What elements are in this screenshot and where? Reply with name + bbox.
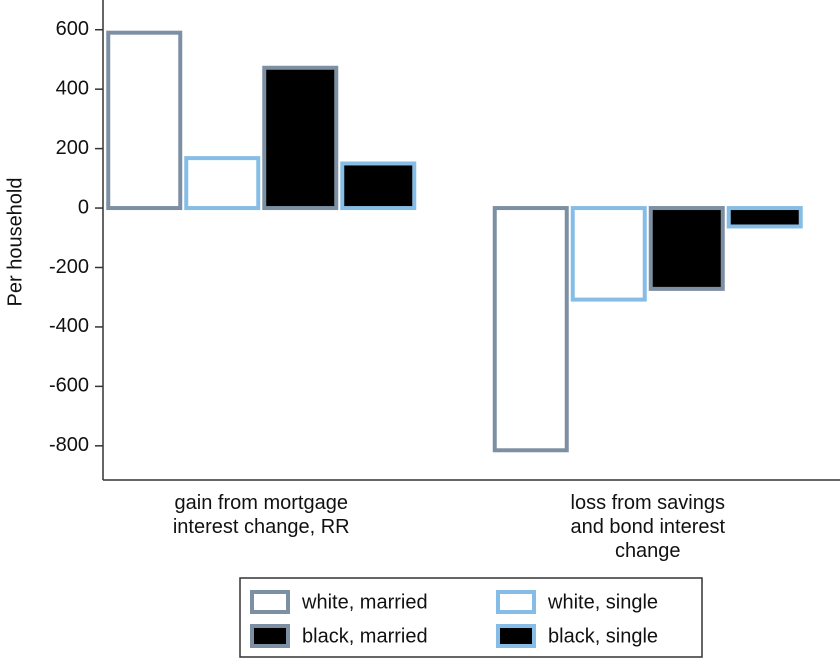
y-axis-title: Per household [4,178,26,307]
y-tick-label: -400 [49,315,89,337]
bar [340,161,417,211]
bar [106,30,183,211]
legend-swatch [496,624,536,648]
y-tick-label: 0 [78,196,89,218]
legend-swatch [496,590,536,614]
legend-swatch [250,624,290,648]
legend-label: black, single [548,625,658,647]
legend-label: black, married [302,625,428,647]
bar [262,65,339,211]
y-tick-label: 200 [56,137,89,159]
y-tick-label: -200 [49,256,89,278]
legend-label: white, single [547,591,658,613]
bar [648,206,725,291]
y-tick-label: -600 [49,375,89,397]
x-tick-label: loss from savings and bond interest change [570,492,725,562]
bar [492,206,569,453]
y-tick-label: 600 [56,18,89,40]
legend-swatch [250,590,290,614]
bar [570,206,647,302]
bar [726,206,803,229]
x-tick-label: gain from mortgage interest change, RR [173,492,350,538]
y-tick-label: 400 [56,77,89,99]
legend-box [239,577,703,658]
bar [184,156,261,211]
legend-label: white, married [301,591,428,613]
y-tick-label: -800 [49,434,89,456]
